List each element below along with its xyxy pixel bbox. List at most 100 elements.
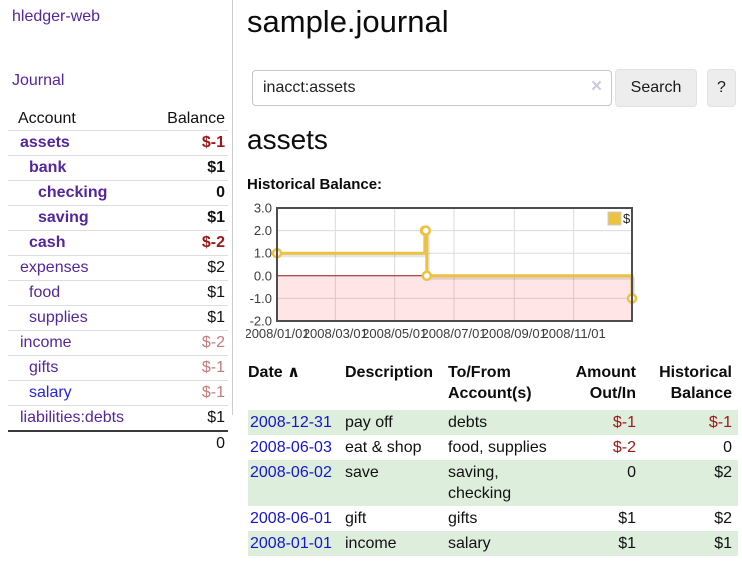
clear-search-icon[interactable]: × [591,76,603,97]
sidebar-account-balance: $-1 [201,359,225,376]
chart-x-tick-label: 2008/09/01 [482,326,547,341]
chart-y-tick-label: -2.0 [250,314,272,329]
sidebar-account-row: food $1 [8,280,228,305]
sidebar-total-row: 0 [8,430,228,456]
current-account-heading: assets [247,124,328,155]
register-amount: $-1 [570,410,642,435]
sidebar-account-balance: $2 [207,259,225,276]
sidebar-account-row: supplies $1 [8,305,228,330]
chart-y-tick-label: 3.0 [254,202,272,216]
sidebar-account-balance: $-2 [201,334,225,351]
sidebar-account-link[interactable]: income [20,334,72,351]
date-header-label: Date [248,364,283,381]
register-row: 2008-06-03 eat & shop food, supplies $-2… [248,435,738,460]
app-title-link[interactable]: hledger-web [12,8,101,25]
sidebar-item-journal[interactable]: Journal [12,72,65,89]
chart-title: Historical Balance: [247,176,383,193]
amount-column-header: Amount Out/In [575,364,636,402]
chart-legend-label: $ [623,211,631,226]
chart-legend-swatch [607,211,622,226]
sidebar-account-link[interactable]: expenses [20,259,89,276]
sidebar-account-row: saving $1 [8,205,228,230]
register-amount: $1 [618,510,636,527]
sidebar-account-row: liabilities:debts $1 [8,405,228,430]
chart-y-tick-label: 2.0 [254,223,272,238]
search-button[interactable]: Search [615,69,697,107]
sidebar-account-balance: $-1 [201,384,225,401]
chart-y-tick-label: 0.0 [254,268,272,283]
chart-x-tick-label: 2008/01/01 [246,326,310,341]
register-date-link[interactable]: 2008-06-01 [250,510,332,527]
sidebar-account-balance: $1 [207,159,225,176]
register-date-link[interactable]: 2008-01-01 [250,535,332,552]
register-row: 2008-06-02 save saving, checking 0 $2 [248,460,738,506]
accounts-column-header: To/From Account(s) [448,364,532,402]
register-header-row: Date ∧ Description To/From Account(s) Am… [248,362,738,410]
help-button[interactable]: ? [707,69,736,107]
chart-x-tick-label: 2008/05/01 [362,326,427,341]
sidebar-account-link[interactable]: bank [29,159,67,176]
register-description: pay off [345,410,448,435]
register-balance: $2 [714,510,732,527]
chart-data-point [420,225,432,236]
account-column-header: Account [18,110,76,127]
sidebar-account-balance: $-2 [201,234,225,251]
chart-y-tick-label: -1.0 [250,291,272,306]
sidebar-account-link[interactable]: checking [38,184,108,201]
balance-column-header: Balance [167,110,225,127]
sidebar-account-link[interactable]: food [29,284,61,301]
historical-balance-chart: $3.0 2.0 1.0 0.0 -1.0 -2.02008/01/012008/03/0… [246,202,638,341]
register-accounts: gifts [448,510,478,527]
sidebar-account-link[interactable]: supplies [29,309,88,326]
register-row: 2008-12-31 pay off debts $-1 $-1 [248,410,738,435]
chart-x-tick-label: 2008/03/01 [303,326,368,341]
chart-x-tick-label: 2008/11/01 [542,326,606,341]
register-accounts: salary [448,531,570,556]
sidebar-account-row: salary $-1 [8,380,228,405]
chart-negative-region [277,275,632,321]
register-accounts: food, supplies [448,439,547,456]
chart-x-tick-label: 2008/07/01 [421,326,486,341]
register-date-link[interactable]: 2008-06-02 [250,464,332,481]
date-column-header[interactable]: Date ∧ [248,362,345,410]
sidebar-account-row: income $-2 [8,330,228,355]
sidebar-account-row: bank $1 [8,155,228,180]
sidebar-account-row: cash $-2 [8,230,228,255]
chart-y-tick-label: 1.0 [254,246,272,261]
sidebar-account-row: checking 0 [8,180,228,205]
register-description: eat & shop [345,439,422,456]
register-balance: $1 [642,531,738,556]
sidebar-account-link[interactable]: salary [29,384,72,401]
chart-border [276,207,633,322]
sidebar-account-balance: $1 [207,309,225,326]
sidebar-account-balance: $-1 [201,134,225,151]
register-amount: $-2 [612,439,636,456]
sidebar-total-balance: 0 [216,435,225,452]
sidebar-account-balance: $1 [207,209,225,226]
register-date-link[interactable]: 2008-06-03 [250,439,332,456]
register-table: Date ∧ Description To/From Account(s) Am… [248,362,738,556]
register-description: save [345,460,448,506]
register-balance: $2 [642,460,738,506]
sort-ascending-icon: ∧ [287,364,301,381]
sidebar-account-link[interactable]: liabilities:debts [20,409,125,426]
sidebar-account-link[interactable]: saving [38,209,89,226]
register-row: 2008-06-01 gift gifts $1 $2 [248,506,738,531]
balance-column-header: Historical Balance [659,364,732,402]
sidebar-account-row: expenses $2 [8,255,228,280]
sidebar-account-balance: $1 [207,284,225,301]
sidebar-account-link[interactable]: assets [20,134,70,151]
register-date-link[interactable]: 2008-12-31 [250,414,332,431]
sidebar-account-link[interactable]: gifts [29,359,59,376]
page-title: sample.journal [247,4,449,39]
sidebar-account-balance: 0 [216,184,225,201]
register-accounts: debts [448,410,570,435]
register-accounts: saving, checking [448,460,570,506]
sidebar-account-link[interactable]: cash [29,234,66,251]
sidebar-account-row: gifts $-1 [8,355,228,380]
search-input[interactable] [252,70,612,106]
register-description: gift [345,510,367,527]
description-column-header: Description [345,364,434,381]
register-amount: 0 [570,460,642,506]
register-balance: $-1 [642,410,738,435]
